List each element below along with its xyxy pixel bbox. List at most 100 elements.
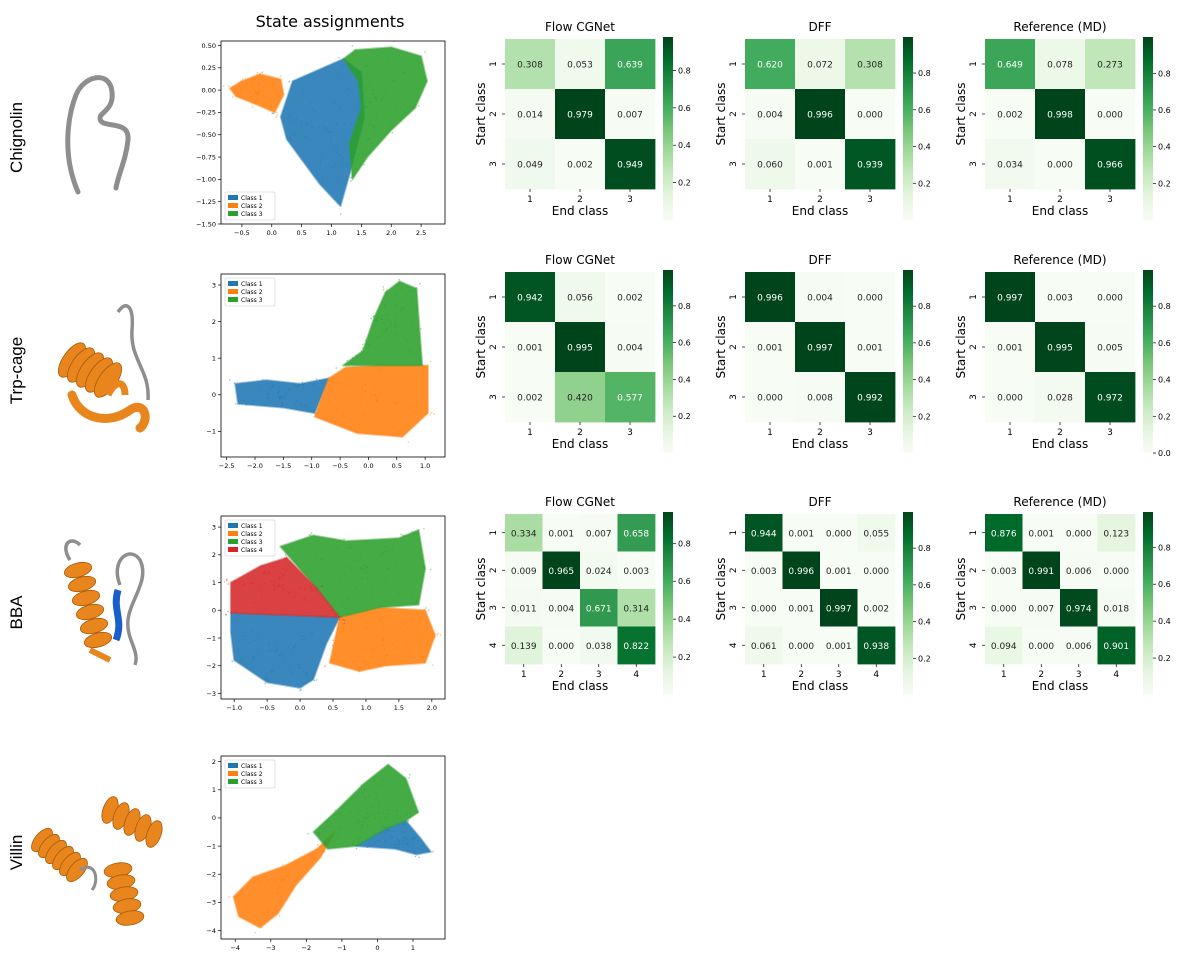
heatmap-cell	[505, 626, 543, 665]
row-labels: Chignolin Trp-cage BBA Villin	[7, 102, 26, 870]
y-tick-label: −1.50	[196, 220, 216, 228]
cell-value: 0.000	[826, 529, 852, 539]
cell-value: 0.000	[1097, 111, 1123, 121]
heatmap-cell	[505, 514, 543, 552]
cell-value: 0.028	[1047, 394, 1073, 404]
x-tick-label: 4	[1113, 670, 1119, 680]
scatter-plot-bba: −1.0 −0.5 0.0 0.5 1.0 1.5 2.0 3 2 1 0 −1 −2 −3 Class 1…	[206, 515, 446, 712]
cell-value: 0.008	[807, 394, 833, 404]
colorbar-tick-label: 0.6	[1158, 106, 1171, 115]
x-tick-label: 3	[596, 670, 602, 680]
heatmap-cell	[1085, 322, 1136, 373]
x-tick-label: 1.5	[356, 229, 366, 237]
chignolin-structure-image	[65, 75, 131, 195]
cell-value: 0.639	[617, 61, 643, 71]
cell-value: 0.000	[751, 604, 777, 614]
heatmap-cell	[1085, 89, 1136, 140]
cell-value: 0.002	[567, 161, 593, 171]
y-tick-label: −2	[206, 871, 216, 879]
colorbar-tick-label: 0.8	[678, 302, 691, 311]
heatmap-cell	[1035, 139, 1086, 190]
plot-frame	[220, 40, 446, 225]
y-tick-label: 1	[729, 294, 739, 300]
x-tick-label: −0.5	[332, 462, 348, 470]
x-tick-label: −0.5	[234, 229, 250, 237]
y-tick-label: 2	[489, 111, 499, 117]
heatmap-cell	[1035, 39, 1086, 90]
bba-structure-image	[63, 539, 145, 666]
cell-value: 0.000	[1066, 529, 1092, 539]
heatmap-cell	[985, 322, 1036, 373]
heatmap-cell	[1097, 589, 1136, 627]
heatmap-cell	[857, 589, 896, 627]
y-tick-label: 2	[729, 111, 739, 117]
x-tick-label: −2	[302, 944, 312, 952]
x-tick-label: −3	[266, 944, 276, 952]
y-tick-label: 4	[489, 642, 499, 648]
y-tick-label: 2	[212, 318, 216, 326]
heatmap-cell	[795, 372, 846, 423]
y-tick-label: 2	[212, 551, 216, 559]
heatmap-cell	[1060, 589, 1098, 627]
x-tick-label: 1	[761, 670, 767, 680]
heatmap-cell	[505, 272, 556, 323]
cell-value: 0.009	[511, 567, 537, 577]
colorbar-tick-label: 0.8	[918, 302, 931, 311]
colorbar-tick-label: 0.4	[1158, 143, 1171, 152]
cell-value: 0.995	[567, 344, 593, 354]
cell-value: 0.949	[617, 161, 643, 171]
cell-value: 0.979	[567, 111, 593, 121]
y-tick-label: −1	[206, 634, 216, 642]
heatmap-cell	[1097, 626, 1136, 665]
scatter-plot-chignolin: −0.5 0.0 0.5 1.0 1.5 2.0 2.5 0.50 0.25 0.00 −0.25 −…	[196, 40, 446, 237]
scatter-region-class-2	[232, 831, 336, 929]
heatmap-cell	[1035, 372, 1086, 423]
y-tick-label: −1	[206, 842, 216, 850]
cell-value: 0.007	[617, 111, 643, 121]
heatmap-chignolin-dff: DFF 0.620 0.072 0.308 0.004 0.996 0.000 0.060 0.…	[714, 20, 931, 220]
x-axis-label: End class	[792, 204, 848, 218]
y-tick-label: 3	[212, 281, 216, 289]
legend-swatch	[228, 547, 238, 552]
cell-value: 0.123	[1103, 529, 1129, 539]
colorbar	[1143, 37, 1153, 220]
cell-value: 0.038	[586, 642, 612, 652]
cell-value: 0.056	[567, 294, 593, 304]
cell-value: 0.001	[548, 529, 574, 539]
y-tick-label: 1	[489, 61, 499, 67]
cell-value: 0.876	[991, 529, 1017, 539]
scatter-region-class-3	[341, 280, 424, 367]
heatmap-cell	[1097, 551, 1136, 590]
colorbar-tick-label: 0.4	[1158, 617, 1171, 626]
x-tick-label: 1.0	[326, 229, 336, 237]
y-tick-label: 3	[969, 605, 979, 611]
heatmap-cell	[617, 589, 656, 627]
heatmap-cell	[745, 39, 796, 90]
colorbar-tick-label: 0.6	[918, 581, 931, 590]
cell-value: 0.060	[757, 161, 783, 171]
x-tick-label: 1	[767, 195, 773, 205]
heatmap-cell	[1085, 39, 1136, 90]
colorbar-tick-label: 0.2	[1158, 412, 1171, 421]
cell-value: 0.004	[807, 294, 833, 304]
cell-value: 0.004	[617, 344, 643, 354]
cell-value: 0.004	[757, 111, 783, 121]
legend-swatch	[228, 195, 238, 200]
colorbar-tick-label: 0.4	[678, 615, 691, 624]
heatmap-chignolin-flow-cgnet: Flow CGNet 0.308 0.053 0.639 0.014 0.979 0.007…	[474, 20, 691, 220]
scatter-plot-trp-cage: −2.5 −2.0 −1.5 −1.0 −0.5 0.0 0.5 1.0 3 2 1 0 −1 Class…	[206, 273, 446, 470]
heatmap-cell	[795, 139, 846, 190]
heatmap-cell	[1085, 372, 1136, 423]
heatmap-title: DFF	[808, 20, 831, 34]
scatter-region-class-4	[229, 556, 341, 619]
cell-value: 0.671	[586, 604, 612, 614]
x-tick-label: −4	[230, 944, 240, 952]
heatmap-cell	[555, 39, 606, 90]
heatmap-cell	[745, 589, 783, 627]
legend-label: Class 3	[241, 539, 263, 546]
x-tick-label: 1	[767, 428, 773, 438]
y-tick-label: 1	[729, 61, 739, 67]
cell-value: 0.308	[517, 61, 543, 71]
x-axis-label: End class	[792, 437, 848, 451]
x-tick-label: 2	[1038, 670, 1044, 680]
